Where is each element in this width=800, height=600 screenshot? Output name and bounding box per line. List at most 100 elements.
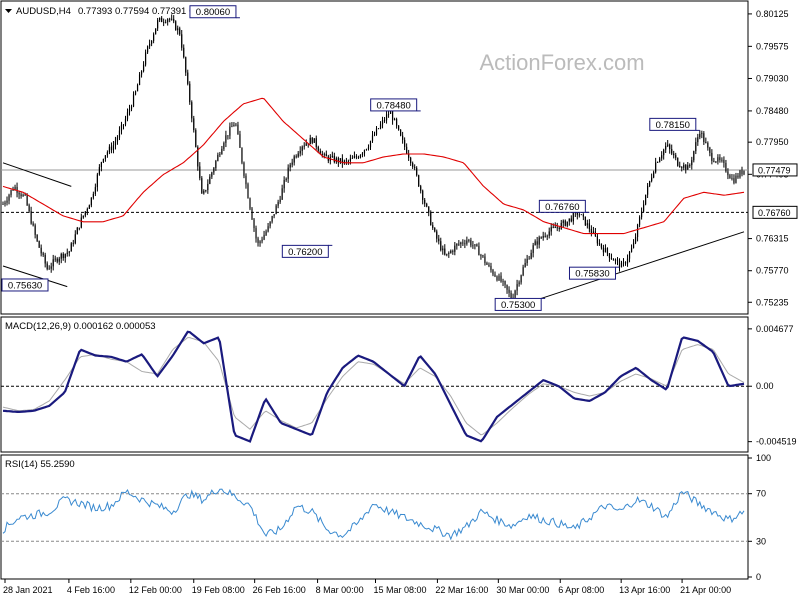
candle-body [600,243,603,248]
candle-body [504,281,506,285]
candle-body [612,259,615,261]
candle-body [359,154,362,158]
time-axis-tick-label: 8 Mar 00:00 [316,585,364,595]
macd-indicator: 0.004677 0.00 -0.004519 [1,324,797,447]
candle-body [110,146,113,151]
lower-channel-line [2,265,68,288]
candle-body [608,253,611,258]
time-axis-tick-label: 12 Feb 00:00 [129,585,182,595]
candle-body [92,193,94,198]
candle-body [56,258,58,262]
candle-body [18,192,20,195]
time-axis-tick-label: 4 Feb 16:00 [67,585,115,595]
candle-body [472,245,474,247]
candle-body [295,156,297,158]
candle-body [480,255,482,257]
candle-body [373,134,376,136]
candle-body [592,231,594,233]
rsi-panel-frame [0,454,749,580]
candle-body [189,83,191,103]
annotation-box [1,278,49,292]
candle-body [642,204,645,212]
candle-body [148,43,151,47]
candle-body [500,275,502,282]
candle-body [659,158,661,163]
candle-body [52,259,54,267]
ma-line [2,97,745,235]
candle-body [653,172,655,178]
candle-body [494,274,496,277]
candle-body [165,22,167,23]
candle-body [197,147,199,167]
candle-body [596,235,599,244]
candle-body [588,223,590,230]
candle-body [383,120,386,121]
candle-body [60,253,62,259]
candle-body [277,201,279,206]
candle-body [78,227,80,229]
candle-body [251,208,253,220]
candle-body [88,205,90,209]
annotation-label: 0.76200 [288,247,322,258]
candle-body [136,85,139,92]
candle-body [70,243,72,252]
candle-body [713,160,715,162]
candle-body [576,211,578,215]
candle-body [38,240,40,248]
candle-body [616,259,619,261]
candle-body [697,137,699,143]
candle-body [183,47,185,58]
candle-body [104,155,107,159]
candle-body [335,158,337,163]
candle-body [269,221,271,227]
candle-body [389,110,392,114]
rsi-label: RSI(14) 55.2590 [5,459,75,470]
candle-body [237,124,239,135]
candle-body [181,34,183,48]
annotation-box [494,297,542,311]
dropdown-arrow-icon[interactable] [5,9,12,13]
candle-body [414,166,416,168]
moving-average [2,97,745,235]
candle-body [590,229,592,233]
candle-body [161,17,163,23]
candle-body [687,165,689,170]
candle-body [638,217,641,225]
candle-body [369,141,372,148]
candle-body [458,243,460,245]
candle-body [482,255,484,257]
candle-body [492,270,494,275]
candle-body [177,28,179,31]
candle-body [412,163,414,167]
candle-body [297,153,299,157]
candle-body [132,94,135,107]
candle-body [379,124,382,129]
macd-axis-tick-label: -0.004519 [756,437,797,447]
rsi-axis-tick-label: 100 [756,453,771,463]
candle-body [667,144,669,146]
candle-body [157,20,159,29]
candle-body [301,146,303,151]
candle-body [514,290,516,298]
candle-body [279,199,281,202]
macd-panel-frame [0,316,749,453]
candle-body [693,151,695,161]
axis-price-tag-label: 0.76760 [758,208,791,218]
candle-body [30,211,32,224]
candle-body [84,211,86,216]
candle-body [126,112,129,119]
candle-body [255,228,257,239]
candle-body [241,147,243,163]
candle-body [20,194,22,197]
candle-body [167,19,169,23]
candle-body [478,246,480,256]
rsi-axis-tick-label: 0 [756,572,761,582]
candle-body [657,162,659,163]
candle-body [201,178,203,194]
candle-body [120,124,123,131]
candle-body [367,147,370,150]
candle-body [735,175,737,183]
candle-body [552,226,554,228]
candle-body [82,215,84,218]
